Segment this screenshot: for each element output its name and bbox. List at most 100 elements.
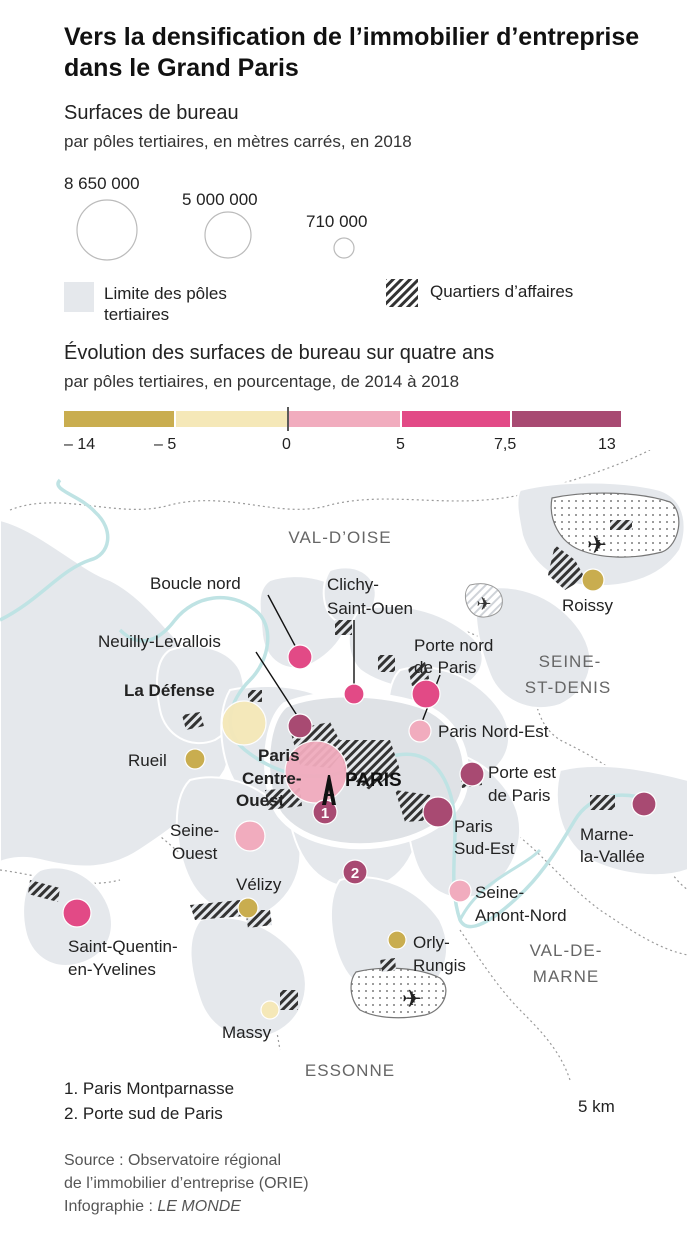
color-legend-subheading: par pôles tertiaires, en pourcentage, de… (64, 372, 460, 391)
circle-paris-sud-est (422, 796, 454, 828)
note-1: 1. Paris Montparnasse (64, 1079, 235, 1098)
label-seine-amont-2: Amont-Nord (475, 906, 567, 925)
label-paris-nord-est: Paris Nord-Est (438, 722, 549, 741)
label-sqy-1: Saint-Quentin- (68, 937, 178, 956)
le-bourget-zone (464, 583, 503, 618)
orly-plane-icon: ✈ (402, 986, 422, 1013)
label-la-defense: La Défense (124, 681, 215, 700)
number-1: 1 (321, 805, 329, 822)
circle-velizy (237, 897, 259, 919)
color-tick-2: – 5 (154, 436, 177, 453)
number-2: 2 (351, 865, 359, 882)
circle-paris-nord-est (408, 719, 432, 743)
circle-seine-amont-nord (448, 879, 472, 903)
label-marne-1: Marne- (580, 825, 634, 844)
grand-paris-map: ✈ ✈ ✈ VAL-D’OISE SEINE- ST-DENIS VAL-DE-… (0, 450, 688, 1081)
circle-orly-rungis (387, 930, 407, 950)
bourget-plane-icon: ✈ (476, 594, 491, 614)
label-boucle-nord: Boucle nord (150, 574, 241, 593)
label-paris-se-2: Sud-Est (454, 839, 515, 858)
label-porte-nord-1: Porte nord (414, 636, 493, 655)
legend-graphics (64, 199, 621, 431)
label-porte-est-1: Porte est (488, 763, 556, 782)
label-paris-se-1: Paris (454, 817, 493, 836)
color-bar-seg-1 (64, 411, 174, 427)
circle-seine-ouest (234, 820, 266, 852)
label-clichy-1: Clichy- (327, 575, 379, 594)
label-paris-city: PARIS (345, 770, 402, 791)
circle-marne-la-vallee (631, 791, 657, 817)
source-line-1: Source : Observatoire régional (64, 1152, 281, 1169)
color-legend-heading: Évolution des surfaces de bureau sur qua… (64, 342, 495, 364)
limit-label-1: Limite des pôles (104, 284, 227, 303)
map-title: Vers la densification de l’immobilier d’… (64, 23, 640, 82)
size-circle-medium (204, 211, 252, 259)
label-porte-est-2: de Paris (488, 786, 550, 805)
dept-seine-st-denis-2: ST-DENIS (525, 678, 611, 697)
limit-swatch (64, 282, 94, 312)
marne-river (458, 848, 542, 921)
circle-porte-est (459, 761, 485, 787)
credit-name: LE MONDE (157, 1198, 241, 1215)
limit-label-2: tertiaires (104, 305, 170, 324)
color-tick-3: 0 (282, 436, 291, 453)
label-roissy: Roissy (562, 596, 614, 615)
size-circle-large (76, 199, 138, 261)
label-seine-ouest-2: Ouest (172, 844, 218, 863)
label-orly-1: Orly- (413, 933, 450, 952)
color-tick-1: – 14 (64, 436, 96, 453)
roissy-plane-icon: ✈ (587, 532, 607, 559)
label-velizy: Vélizy (236, 875, 282, 894)
circle-boucle-nord (287, 644, 313, 670)
business-swatch (386, 279, 418, 307)
size-legend-heading: Surfaces de bureau (64, 102, 239, 124)
label-sqy-2: en-Yvelines (68, 960, 156, 979)
color-bar-seg-2 (176, 411, 287, 427)
circle-saint-quentin (62, 898, 92, 928)
credit-prefix: Infographie : (64, 1198, 158, 1215)
circle-massy (260, 1000, 280, 1020)
circle-neuilly (287, 713, 313, 739)
dept-val-de-marne-1: VAL-DE- (530, 941, 603, 960)
size-legend-subheading: par pôles tertiaires, en mètres carrés, … (64, 132, 412, 151)
note-2: 2. Porte sud de Paris (64, 1104, 223, 1123)
color-tick-4: 5 (396, 436, 405, 453)
label-neuilly: Neuilly-Levallois (98, 632, 221, 651)
label-rueil: Rueil (128, 751, 167, 770)
dept-seine-st-denis-1: SEINE- (539, 652, 602, 671)
size-value-large: 8 650 000 (64, 174, 140, 193)
dept-val-doise: VAL-D’OISE (288, 528, 391, 547)
circle-clichy (343, 683, 365, 705)
circle-la-defense (221, 700, 267, 746)
circle-porte-nord (411, 679, 441, 709)
label-seine-amont-1: Seine- (475, 883, 524, 902)
dept-essonne: ESSONNE (305, 1061, 395, 1080)
circle-rueil (184, 748, 206, 770)
label-orly-2: Rungis (413, 956, 466, 975)
color-tick-6: 13 (598, 436, 616, 453)
dept-val-de-marne-2: MARNE (533, 967, 599, 986)
scale-label: 5 km (578, 1097, 615, 1116)
label-clichy-2: Saint-Ouen (327, 599, 413, 618)
business-label: Quartiers d’affaires (430, 282, 574, 301)
source-line-2: de l’immobilier d’entreprise (ORIE) (64, 1175, 309, 1192)
size-value-medium: 5 000 000 (182, 190, 258, 209)
color-bar-seg-5 (512, 411, 621, 427)
label-massy: Massy (222, 1023, 272, 1042)
circle-roissy (581, 568, 605, 592)
label-seine-ouest-1: Seine- (170, 821, 219, 840)
eiffel-tower-icon (322, 775, 336, 805)
credit-line: Infographie : LE MONDE (64, 1198, 241, 1216)
label-pco-3: Ouest (236, 791, 285, 810)
pole-circles (62, 568, 657, 1020)
color-bar-seg-3 (289, 411, 400, 427)
color-tick-5: 7,5 (494, 436, 517, 453)
size-circle-small (333, 237, 355, 259)
color-bar-seg-4 (402, 411, 510, 427)
circle-porte-sud (342, 859, 368, 885)
orly-airport-zone (350, 967, 447, 1019)
label-pco-1: Paris (258, 746, 300, 765)
label-pco-2: Centre- (242, 769, 302, 788)
label-marne-2: la-Vallée (580, 847, 645, 866)
size-value-small: 710 000 (306, 212, 368, 231)
